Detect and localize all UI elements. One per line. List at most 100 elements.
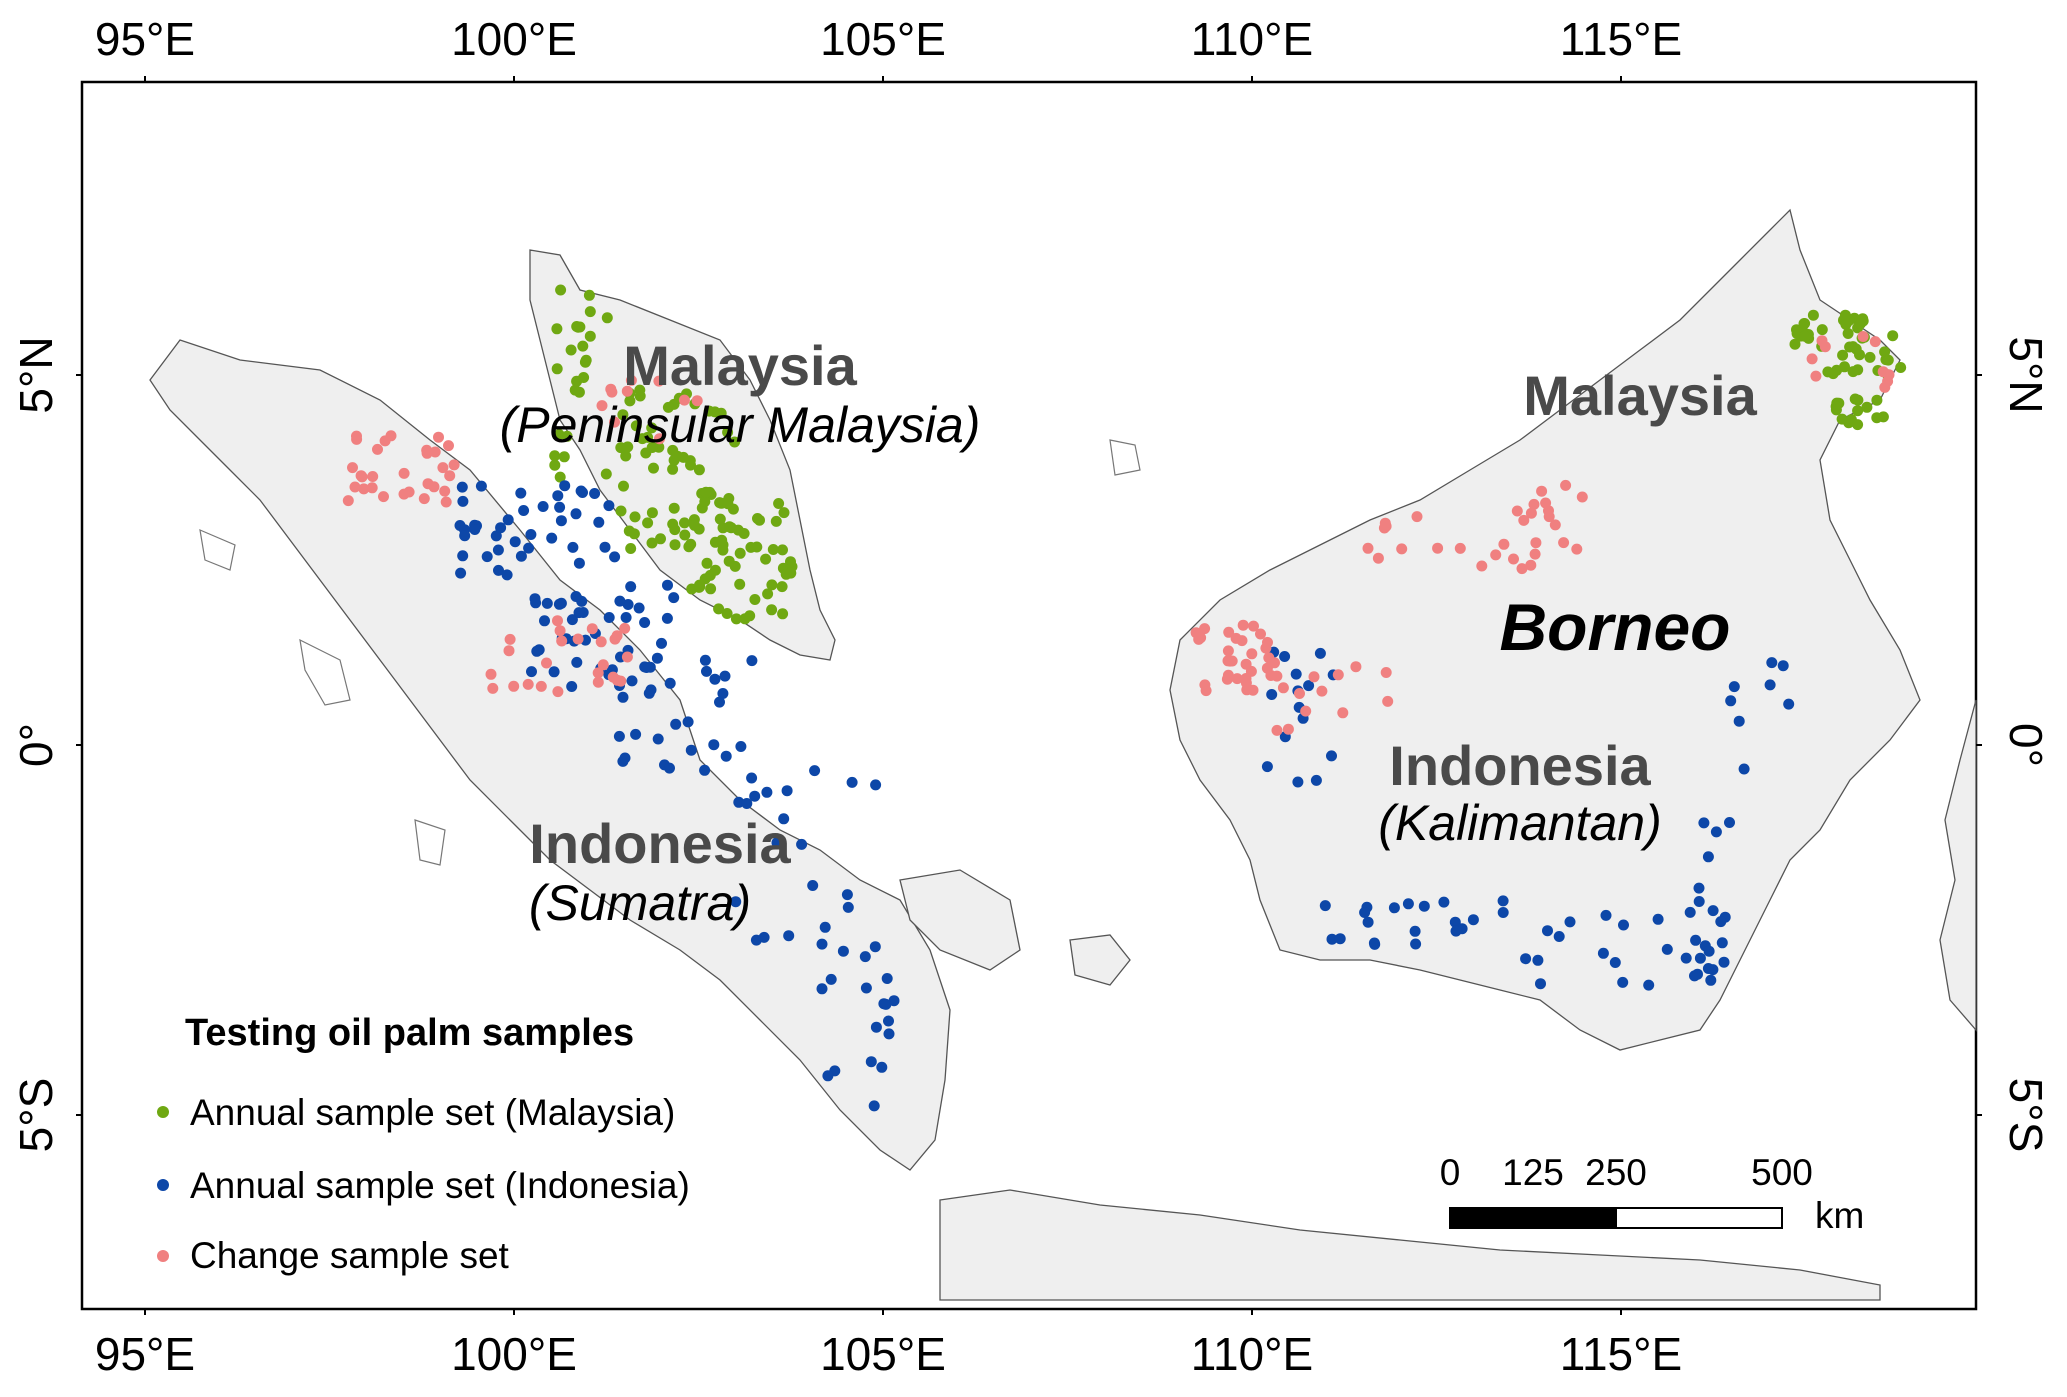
indonesia-sample-point <box>1710 826 1722 838</box>
malaysia-sample-point <box>1879 346 1891 358</box>
change-sample-point <box>625 374 637 386</box>
indonesia-sample-point <box>1725 695 1737 707</box>
indonesia-sample-point <box>868 1100 880 1112</box>
change-sample-point <box>1536 485 1548 497</box>
indonesia-sample-point <box>603 612 615 623</box>
indonesia-sample-point <box>475 480 487 492</box>
change-sample-point <box>1529 548 1541 560</box>
indonesia-sample-point <box>819 921 831 933</box>
indonesia-sample-point <box>1388 902 1400 914</box>
indonesia-sample-point <box>630 728 642 740</box>
indonesia-sample-point <box>870 1021 882 1033</box>
indonesia-sample-point <box>456 481 468 493</box>
change-sample-point <box>1294 688 1305 699</box>
malaysia-sample-point <box>1849 393 1861 405</box>
malaysia-sample-point <box>1842 328 1854 339</box>
indonesia-sample-point <box>1692 968 1703 980</box>
indonesia-sample-point <box>493 564 504 576</box>
indonesia-sample-point <box>633 602 645 614</box>
indonesia-sample-point <box>661 612 673 624</box>
indonesia-sample-point <box>1310 774 1322 786</box>
indonesia-sample-point <box>699 764 711 776</box>
change-sample-point <box>1195 632 1207 644</box>
indonesia-sample-point <box>1450 925 1462 937</box>
change-sample-point <box>1200 685 1212 697</box>
change-sample-point <box>592 667 604 679</box>
malaysia-sample-point <box>705 583 717 595</box>
indonesia-sample-point <box>555 515 567 527</box>
change-sample-point <box>358 483 370 495</box>
indonesia-sample-point <box>1597 947 1609 959</box>
indonesia-sample-point <box>664 677 676 689</box>
malaysia-sample-point <box>1816 324 1828 336</box>
change-sample-point <box>1508 553 1519 565</box>
change-sample-point <box>592 676 604 688</box>
malaysia-sample-point <box>721 608 733 619</box>
change-sample-point <box>487 682 499 694</box>
lon-tick-top-95: 95°E <box>95 13 195 65</box>
indonesia-sample-point <box>1707 905 1719 917</box>
belitung-island <box>1069 934 1131 986</box>
change-sample-point <box>691 395 703 407</box>
indonesia-sample-point <box>746 772 758 784</box>
malaysia-sample-point <box>1822 366 1834 378</box>
malaysia-sample-point <box>577 340 589 352</box>
indonesia-sample-point <box>639 661 651 673</box>
change-sample-point <box>609 633 621 645</box>
indonesia-sample-point <box>664 762 675 774</box>
indonesia-sample-point <box>860 982 872 994</box>
indonesia-sample-point <box>816 983 828 995</box>
malaysia-sample-point <box>679 517 690 529</box>
change-sample-point <box>1332 669 1344 681</box>
change-sample-point <box>356 471 368 483</box>
change-sample-point <box>1411 511 1423 523</box>
change-sample-point <box>1222 669 1234 681</box>
malaysia-sample-point <box>617 409 629 421</box>
malaysia-sample-point <box>558 451 570 463</box>
indonesia-sample-point <box>869 941 881 953</box>
malaysia-sample-point <box>584 330 596 342</box>
change-sample-point <box>1560 479 1572 491</box>
indonesia-sample-point <box>1783 698 1795 710</box>
change-sample-point <box>615 675 627 687</box>
indonesia-sample-point <box>509 536 521 548</box>
indonesia-sample-point <box>1261 761 1273 773</box>
indonesia-sample-point <box>846 776 858 788</box>
change-sample-point <box>1476 560 1488 572</box>
change-sample-point <box>1237 619 1249 631</box>
legend-label-change: Change sample set <box>190 1235 510 1276</box>
indonesia-sample-point <box>570 508 582 520</box>
malaysia-sample-point <box>1855 318 1866 330</box>
indonesia-sample-point <box>708 739 720 751</box>
malaysia-sample-point <box>669 524 681 536</box>
indonesia-sample-point <box>859 951 871 963</box>
indonesia-sample-point <box>620 612 632 623</box>
malaysia-sample-point <box>625 543 637 554</box>
indonesia-sample-point <box>1369 938 1381 950</box>
indonesia-sample-point <box>1728 681 1740 693</box>
indonesia-sample-point <box>1319 900 1331 912</box>
indonesia-sample-point <box>639 617 651 628</box>
malaysia-sample-point <box>777 608 789 620</box>
change-sample-point <box>1518 514 1530 526</box>
indonesia-sample-point <box>1410 938 1422 950</box>
malaysia-sample-point <box>709 406 721 418</box>
indonesia-sample-point <box>761 786 773 798</box>
change-sample-point <box>398 467 410 479</box>
malaysia-sample-point <box>1887 330 1899 342</box>
indonesia-sample-point <box>880 998 892 1010</box>
legend-label-malaysia: Annual sample set (Malaysia) <box>190 1092 675 1133</box>
indonesia-sample-point <box>865 1056 877 1068</box>
java-landmass <box>939 1189 1881 1301</box>
change-sample-point <box>378 491 389 503</box>
label-borneo: Borneo <box>1500 590 1731 664</box>
change-sample-point <box>1362 542 1374 554</box>
indonesia-sample-point <box>809 765 821 777</box>
change-sample-point <box>1350 661 1362 673</box>
indonesia-sample-point <box>735 741 747 752</box>
malaysia-sample-point <box>679 529 691 541</box>
malaysia-sample-point <box>1847 366 1859 378</box>
indonesia-sample-point <box>573 557 585 569</box>
legend-marker-malaysia <box>157 1106 169 1118</box>
indonesia-sample-point <box>566 614 578 626</box>
